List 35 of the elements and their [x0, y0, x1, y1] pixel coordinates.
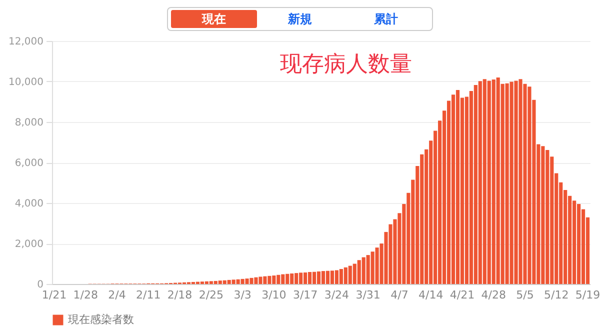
bar: [316, 271, 321, 284]
y-tick-label: 8,000: [14, 118, 44, 128]
x-tick-label: 4/21: [450, 288, 475, 302]
text: 新規: [257, 10, 343, 28]
y-tick-label: 12,000: [8, 36, 44, 48]
x-tick-label: 2/4: [108, 288, 126, 302]
x-tick-label: 3/10: [262, 288, 286, 302]
x-tick-label: 2/25: [198, 288, 224, 302]
text: 现存病人数量: [280, 52, 412, 77]
y-tick-label: 2,000: [14, 239, 44, 250]
bar: [321, 271, 326, 284]
bar: [456, 90, 460, 284]
x-tick-label: 4/7: [390, 288, 408, 302]
x-tick-label: 1/28: [73, 288, 98, 302]
x-tick-label: 1/21: [42, 288, 67, 302]
text: 累計: [343, 10, 429, 28]
legend-label: 現在感染者数: [68, 313, 134, 326]
x-tick-label: 2/18: [167, 288, 192, 302]
x-tick-label: 5/12: [544, 288, 569, 302]
y-tick-label: 6,000: [14, 158, 44, 169]
x-tick-label: 3/3: [234, 288, 252, 302]
x-tick-label: 5/19: [575, 288, 600, 302]
x-tick-label: 3/31: [356, 288, 380, 302]
x-tick-label: 5/5: [516, 288, 534, 302]
x-tick-label: 4/28: [481, 288, 506, 302]
bar: [326, 270, 330, 284]
x-tick-label: 2/11: [136, 288, 161, 302]
y-tick-label: 10,000: [8, 77, 44, 88]
bar: [312, 272, 316, 284]
x-tick-label: 3/24: [324, 288, 350, 302]
text: 現在: [171, 10, 257, 28]
x-tick-label: 3/17: [292, 288, 318, 302]
y-tick-label: 0: [37, 280, 44, 290]
x-tick-label: 4/14: [418, 288, 444, 302]
y-tick-label: 4,000: [14, 198, 44, 210]
